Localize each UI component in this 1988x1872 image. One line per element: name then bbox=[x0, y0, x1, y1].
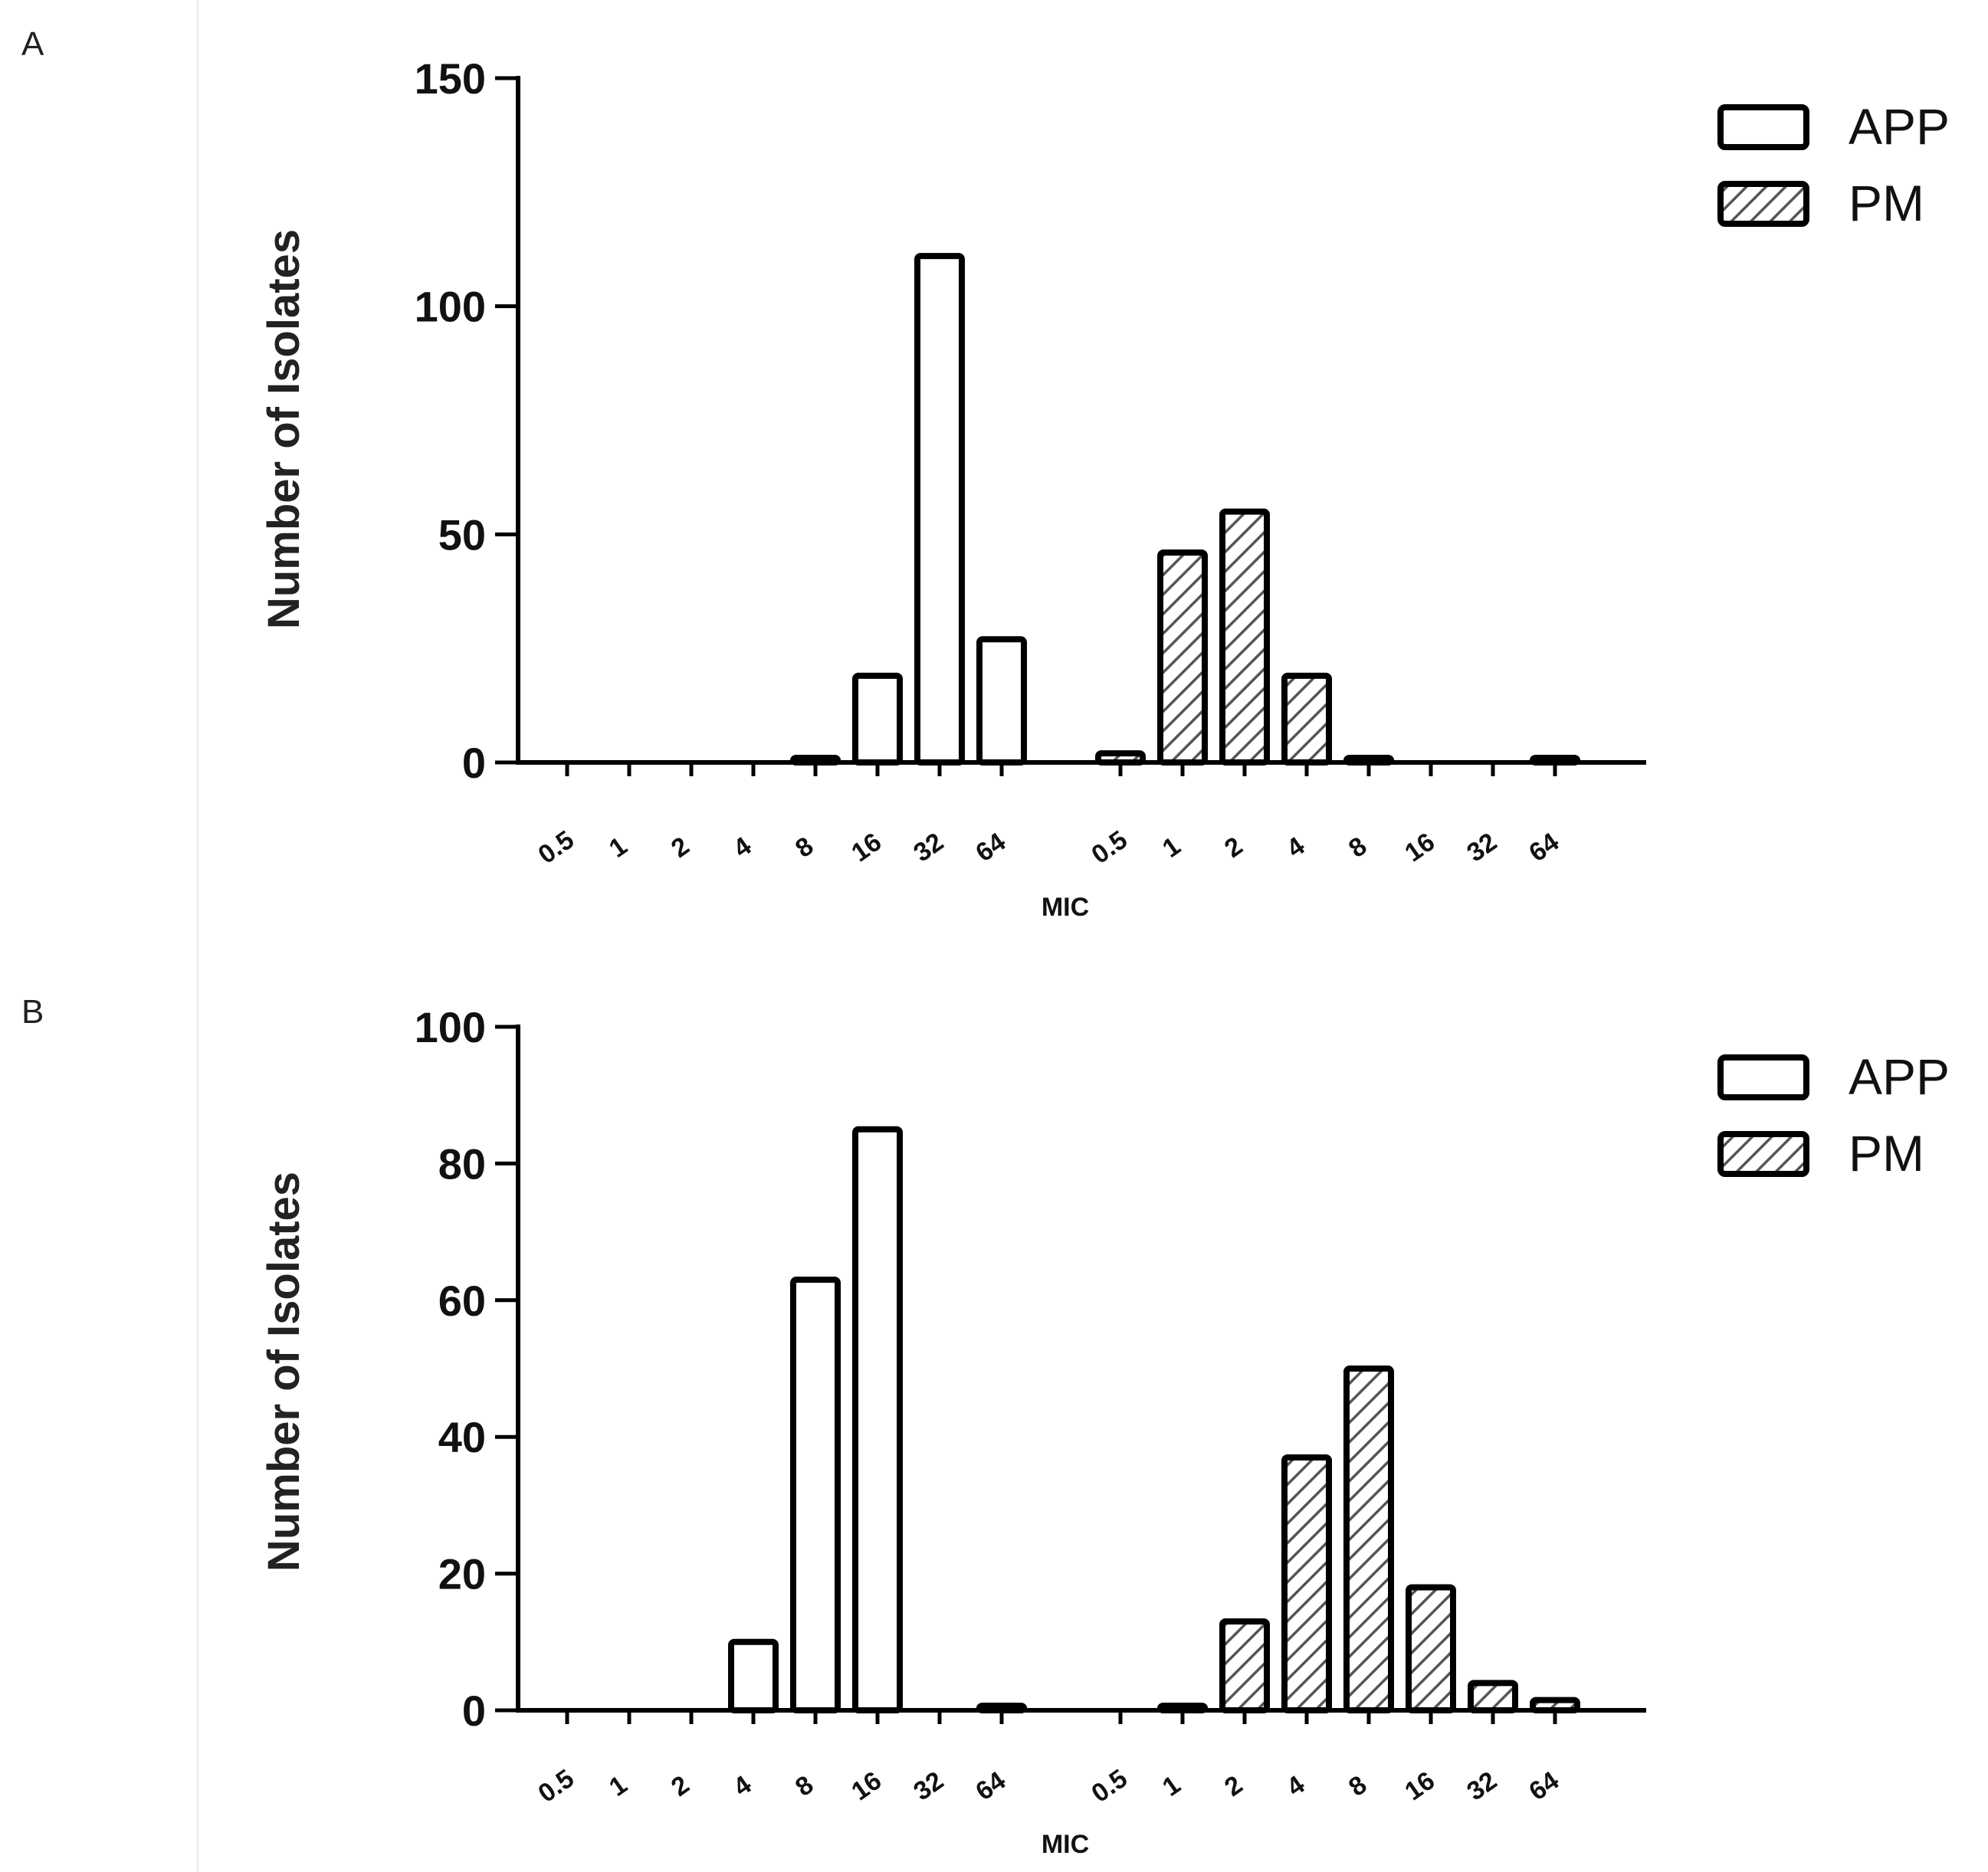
panel-b-xtick-label-app: 64 bbox=[970, 1766, 1011, 1807]
panel-a-xtick-label-pm: 0.5 bbox=[1086, 825, 1133, 870]
panel-b-xtick-label-app: 1 bbox=[604, 1770, 632, 1802]
panel-b-y-axis-label: Number of Isolates bbox=[259, 1172, 309, 1572]
panel-a-bar-app-64 bbox=[976, 636, 1027, 766]
panel-b-bar-app-8 bbox=[790, 1277, 841, 1714]
panel-b-bar-app-16 bbox=[852, 1126, 903, 1714]
panel-a-bar-app-16 bbox=[852, 672, 903, 766]
panel-a-bar-app-8 bbox=[790, 755, 841, 766]
panel-a-x-axis-label: MIC bbox=[1042, 893, 1089, 922]
panel-a-xtick-label-pm: 1 bbox=[1157, 831, 1186, 864]
panel-a-legend-swatch-app bbox=[1717, 104, 1809, 150]
panel-a-bar-pm-2 bbox=[1219, 508, 1270, 766]
panel-a-bar-pm-4 bbox=[1281, 672, 1332, 766]
panel-b-xtick-label-app: 0.5 bbox=[533, 1764, 579, 1808]
panel-b-legend: APP PM bbox=[1717, 1048, 1950, 1182]
panel-b-legend-label-pm: PM bbox=[1849, 1125, 1924, 1182]
panel-b-ytick-label: 20 bbox=[438, 1550, 486, 1598]
panel-b-xtick-label-app: 4 bbox=[728, 1770, 756, 1802]
panel-a-xtick-label-pm: 64 bbox=[1524, 828, 1564, 868]
panel-b-ytick-label: 40 bbox=[438, 1413, 486, 1461]
panel-b-xtick-label-app: 32 bbox=[908, 1766, 949, 1807]
panel-b-ytick-label: 60 bbox=[438, 1277, 486, 1325]
panel-a-xtick-label-app: 4 bbox=[728, 831, 756, 864]
panel-a-ytick-label: 0 bbox=[462, 739, 486, 787]
panel-b-legend-swatch-app bbox=[1717, 1054, 1809, 1100]
panel-a-ytick-label: 100 bbox=[415, 283, 486, 331]
panel-a-bar-pm-64 bbox=[1530, 755, 1580, 766]
panel-a-legend-label-app: APP bbox=[1849, 98, 1950, 155]
panel-b-bar-app-64 bbox=[976, 1703, 1027, 1713]
panel-a-bar-pm-0_5 bbox=[1095, 750, 1146, 766]
panel-a-y-axis-label: Number of Isolates bbox=[259, 229, 309, 629]
panel-b-xtick-label-pm: 0.5 bbox=[1086, 1764, 1133, 1808]
panel-a-xtick-label-app: 64 bbox=[970, 828, 1011, 868]
panel-a-xtick-label-pm: 2 bbox=[1219, 831, 1248, 864]
panel-b-xtick-label-app: 8 bbox=[790, 1770, 818, 1802]
panel-a-xtick-label-app: 16 bbox=[846, 828, 887, 868]
panel-a-bar-app-32 bbox=[914, 253, 965, 766]
panel-a-xtick-label-app: 1 bbox=[604, 831, 632, 864]
panel-a-bar-pm-8 bbox=[1343, 755, 1394, 766]
panel-b-letter: B bbox=[21, 993, 44, 1031]
panel-b-xtick-label-app: 2 bbox=[666, 1770, 694, 1802]
panel-a-xtick-label-app: 2 bbox=[666, 831, 694, 864]
panel-b-x-axis-label: MIC bbox=[1042, 1830, 1089, 1859]
panel-b-xtick-label-app: 16 bbox=[846, 1766, 887, 1807]
panel-b-legend-swatch-pm bbox=[1717, 1131, 1809, 1177]
panel-b-bar-pm-2 bbox=[1219, 1618, 1270, 1714]
panel-b-legend-label-app: APP bbox=[1849, 1048, 1950, 1105]
panel-b-xtick-label-pm: 4 bbox=[1281, 1770, 1310, 1802]
panel-b-xtick-label-pm: 16 bbox=[1399, 1766, 1440, 1807]
panel-b-bar-pm-64 bbox=[1530, 1697, 1580, 1714]
panel-a-xtick-label-app: 32 bbox=[908, 828, 949, 868]
panel-b-bar-pm-8 bbox=[1343, 1365, 1394, 1713]
panel-a-xtick-label-pm: 8 bbox=[1343, 831, 1372, 864]
panel-b-xtick-label-pm: 8 bbox=[1343, 1770, 1372, 1802]
panel-b-xtick-label-pm: 64 bbox=[1524, 1766, 1564, 1807]
panel-b-xtick-label-pm: 2 bbox=[1219, 1770, 1248, 1802]
panel-b-bar-pm-16 bbox=[1406, 1584, 1456, 1713]
panel-b-xtick-label-pm: 1 bbox=[1157, 1770, 1186, 1802]
panel-a-legend-swatch-pm bbox=[1717, 181, 1809, 227]
panel-a-legend-label-pm: PM bbox=[1849, 175, 1924, 231]
panel-a-xtick-label-pm: 32 bbox=[1461, 828, 1502, 868]
panel-b-ytick-label: 80 bbox=[438, 1139, 486, 1188]
panel-b-ytick-label: 100 bbox=[415, 1003, 486, 1051]
panel-a-ytick-label: 50 bbox=[438, 510, 486, 559]
panel-a-xtick-label-pm: 16 bbox=[1399, 828, 1440, 868]
panel-b-ytick-label: 0 bbox=[462, 1687, 486, 1735]
panel-b-bar-pm-4 bbox=[1281, 1454, 1332, 1713]
panel-a-letter: A bbox=[21, 25, 44, 63]
panel-b-bar-pm-1 bbox=[1157, 1703, 1208, 1713]
panel-a-bar-pm-1 bbox=[1157, 549, 1208, 766]
panel-a-xtick-label-app: 8 bbox=[790, 831, 818, 864]
panel-a-xtick-label-pm: 4 bbox=[1281, 831, 1310, 864]
panel-a-xtick-label-app: 0.5 bbox=[533, 825, 579, 870]
panel-a-ytick-label: 150 bbox=[415, 54, 486, 103]
panel-b-xtick-label-pm: 32 bbox=[1461, 1766, 1502, 1807]
panel-b-bar-pm-32 bbox=[1468, 1680, 1518, 1714]
panel-b-bar-app-4 bbox=[728, 1638, 779, 1714]
panel-a-legend: APP PM bbox=[1717, 98, 1950, 231]
